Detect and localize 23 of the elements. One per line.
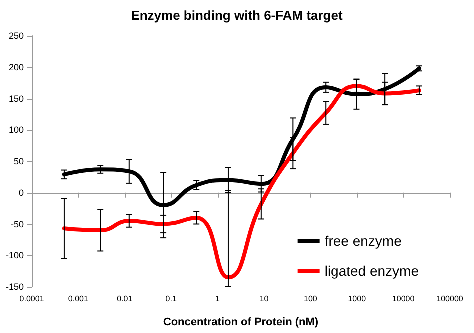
y-tick-label: 150 <box>8 94 24 104</box>
x-tick-label: 100 <box>304 294 318 304</box>
y-tick-label: 0 <box>18 188 24 198</box>
x-tick-label: 10000 <box>392 294 416 304</box>
y-tick-label: 50 <box>14 156 24 166</box>
y-tick-label: 250 <box>8 31 24 41</box>
x-tick-label: 0.0001 <box>20 294 45 304</box>
x-tick-label: 0.001 <box>68 294 89 304</box>
x-tick-label: 1 <box>216 294 221 304</box>
x-tick-label: 10 <box>260 294 270 304</box>
x-tick-label: 1000 <box>348 294 367 304</box>
y-tick-label: -50 <box>10 219 24 230</box>
y-tick-label: 100 <box>8 125 24 136</box>
legend-label: ligated enzyme <box>324 263 420 279</box>
x-tick-label: 0.1 <box>166 294 178 304</box>
x-tick-label: 0.01 <box>117 294 134 304</box>
y-tick-label: -100 <box>6 250 24 261</box>
chart-title: Enzyme binding with 6-FAM target <box>131 8 344 23</box>
x-axis-title: Concentration of Protein (nM) <box>163 316 319 328</box>
legend-label: free enzyme <box>324 233 402 249</box>
y-tick-label: -150 <box>6 282 24 292</box>
y-tick-label: 200 <box>8 62 24 72</box>
x-tick-label: 100000 <box>436 294 464 304</box>
